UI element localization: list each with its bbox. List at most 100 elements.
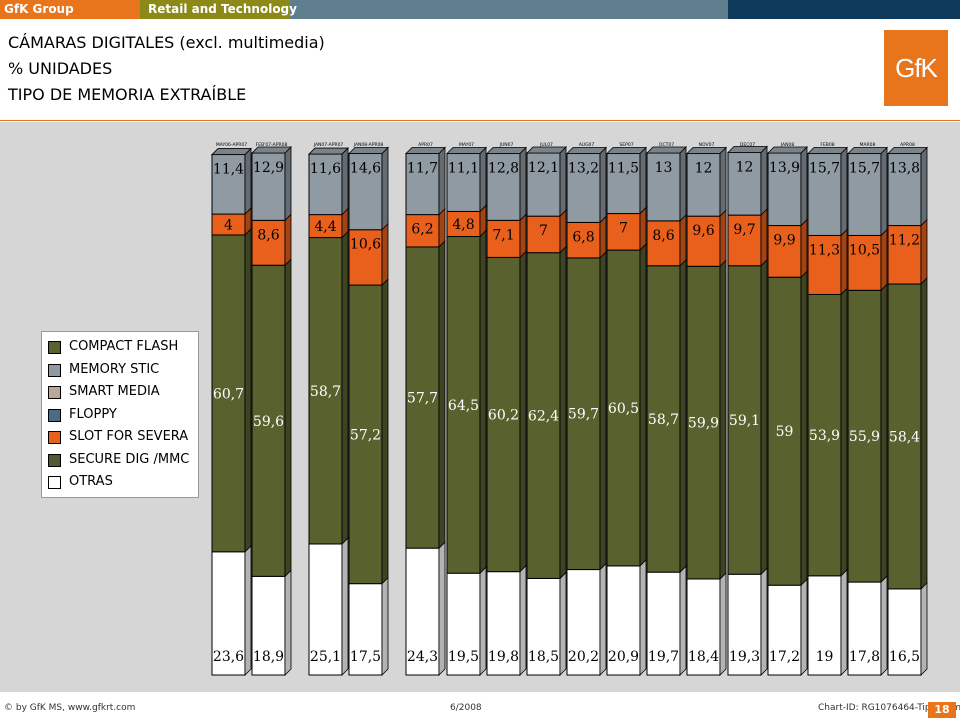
bar-side	[840, 228, 848, 296]
value-label: 59,7	[568, 407, 599, 423]
bar-side	[438, 146, 446, 216]
category-label: DEC07	[740, 142, 755, 148]
bar-segment	[767, 276, 802, 586]
bar-segment	[308, 153, 343, 216]
value-label: 58,7	[310, 384, 341, 400]
legend-label: FLOPPY	[69, 406, 117, 422]
legend-swatch	[48, 431, 61, 444]
bar-side	[920, 218, 928, 285]
bar-top	[727, 146, 768, 153]
bar-segment	[807, 153, 842, 236]
bar-side	[679, 565, 687, 676]
bar-top	[486, 147, 527, 154]
legend-item: SLOT FOR SEVERA	[48, 428, 198, 446]
category-label: JUL07	[539, 142, 553, 148]
bar-side	[679, 213, 687, 267]
value-label: 13,2	[568, 161, 599, 177]
bar-side	[760, 145, 768, 217]
bar-top	[446, 147, 487, 154]
gfk-logo: GfK	[884, 30, 948, 106]
legend-swatch	[48, 386, 61, 399]
section-label: Retail and Technology	[148, 2, 297, 16]
bar-side	[479, 146, 487, 213]
value-label: 11,1	[448, 161, 479, 177]
category-label: AUG07	[579, 142, 595, 148]
bar-top	[887, 147, 928, 154]
bar-segment	[486, 256, 521, 573]
bar-side	[381, 146, 389, 231]
legend-label: MEMORY STIC	[69, 361, 160, 377]
bar-segment	[211, 234, 246, 553]
category-label: NOV07	[699, 142, 715, 148]
category-label: JUN07	[499, 142, 514, 148]
value-label: 12,1	[528, 160, 559, 176]
bar-segment	[767, 225, 802, 278]
value-label: 58,7	[648, 412, 679, 428]
bar-segment	[251, 264, 286, 577]
value-label: 7,1	[492, 227, 514, 243]
value-label: 18,5	[528, 649, 559, 665]
value-label: 12,8	[488, 161, 519, 177]
bar-side	[341, 537, 349, 676]
legend-label: SECURE DIG /MMC	[69, 451, 190, 467]
value-label: 60,5	[608, 401, 639, 417]
bar-top	[211, 148, 252, 155]
bar-top	[686, 147, 727, 154]
bar-side	[800, 270, 808, 587]
bar-segment	[847, 289, 882, 583]
bar-side	[559, 571, 567, 676]
bar-segment	[727, 151, 762, 216]
bar-top	[405, 147, 446, 154]
value-label: 19,7	[648, 649, 679, 665]
legend-swatch	[48, 341, 61, 354]
value-label: 18,9	[253, 649, 284, 665]
bar-segment	[646, 571, 681, 676]
title-line-1: CÁMARAS DIGITALES (excl. multimedia)	[8, 33, 325, 52]
value-label: 25,1	[310, 649, 341, 665]
bar-top	[767, 146, 808, 154]
bar-side	[519, 146, 527, 222]
value-label: 60,2	[488, 408, 519, 424]
bar-segment	[526, 152, 561, 217]
bar-top	[646, 146, 687, 154]
value-label: 20,9	[608, 649, 639, 665]
bar-side	[284, 569, 292, 676]
value-label: 4,4	[314, 219, 336, 235]
bar-side	[519, 213, 527, 259]
brand-strip	[0, 0, 140, 19]
value-label: 11,2	[889, 233, 920, 249]
bar-segment	[348, 153, 383, 231]
bar-side	[840, 287, 848, 577]
value-label: 13,9	[769, 160, 800, 176]
category-label: OCT07	[659, 142, 674, 148]
value-label: 9,9	[773, 233, 795, 249]
value-label: 12	[695, 161, 713, 177]
header-divider	[0, 120, 960, 121]
bar-segment	[606, 565, 641, 676]
value-label: 15,7	[849, 161, 880, 177]
bar-side	[880, 575, 888, 676]
value-label: 4,8	[452, 217, 474, 233]
value-label: 64,5	[448, 398, 479, 414]
value-label: 6,2	[411, 222, 433, 238]
bar-side	[438, 239, 446, 550]
bar-side	[719, 146, 727, 218]
value-label: 8,6	[652, 228, 674, 244]
value-label: 62,4	[528, 409, 559, 425]
category-label: APR08	[900, 142, 915, 148]
legend-item: FLOPPY	[48, 406, 198, 424]
title-line-2: % UNIDADES	[8, 59, 113, 78]
bar-segment	[308, 543, 343, 676]
value-label: 10,5	[849, 242, 880, 258]
bar-side	[559, 245, 567, 580]
value-label: 7	[539, 223, 548, 239]
legend-label: SLOT FOR SEVERA	[69, 429, 189, 444]
legend-swatch	[48, 363, 61, 377]
value-label: 19,5	[448, 649, 479, 665]
bar-side	[639, 146, 647, 215]
bar-segment	[446, 210, 481, 238]
bar-side	[679, 258, 687, 574]
bar-top	[566, 147, 607, 154]
legend-item: SMART MEDIA	[48, 383, 198, 401]
legend-label: COMPACT FLASH	[69, 339, 179, 354]
